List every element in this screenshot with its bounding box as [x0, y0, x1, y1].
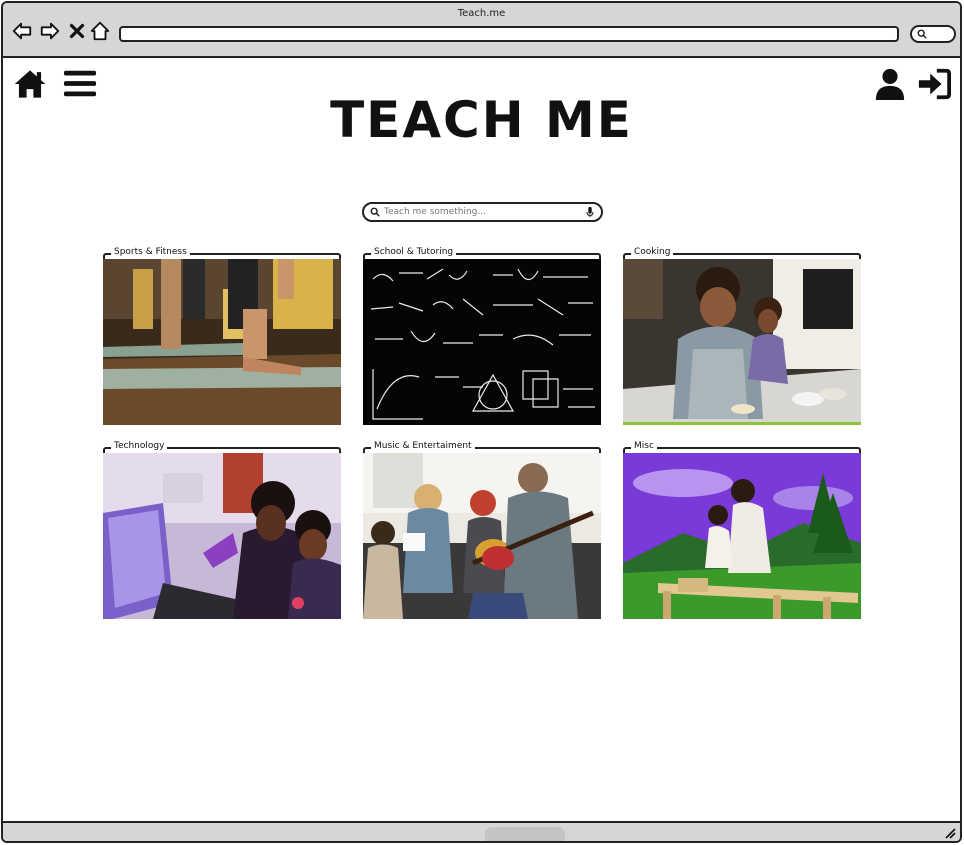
category-card-school-tutoring[interactable]: School & Tutoring [363, 247, 601, 431]
home-icon[interactable] [13, 67, 47, 101]
category-card-technology[interactable]: Technology [103, 441, 341, 625]
category-card-music-entertainment[interactable]: Music & Entertaiment [363, 441, 601, 625]
card-label: Music & Entertaiment [371, 441, 475, 451]
category-card-sports-fitness[interactable]: Sports & Fitness [103, 247, 341, 431]
window-title: Teach.me [457, 8, 506, 19]
technology-image[interactable] [103, 453, 341, 619]
search-input[interactable] [380, 205, 585, 219]
horizontal-scrollbar[interactable] [485, 827, 565, 841]
card-label: Cooking [631, 247, 674, 257]
user-icon[interactable] [873, 67, 907, 101]
address-bar[interactable] [119, 26, 899, 42]
cooking-image[interactable] [623, 259, 861, 425]
search-icon [370, 207, 380, 217]
browser-statusbar [3, 821, 960, 841]
back-arrow-icon[interactable] [11, 20, 33, 42]
resize-grip-icon[interactable] [944, 827, 956, 839]
card-label: Misc [631, 441, 657, 451]
card-label: School & Tutoring [371, 247, 457, 257]
card-label: Technology [111, 441, 168, 451]
browser-home-icon[interactable] [89, 20, 111, 42]
sports-fitness-image[interactable] [103, 259, 341, 425]
forward-arrow-icon[interactable] [39, 20, 61, 42]
teach-search-bar[interactable] [362, 202, 603, 222]
browser-titlebar: Teach.me [3, 3, 960, 58]
category-card-cooking[interactable]: Cooking [623, 247, 861, 431]
card-label: Sports & Fitness [111, 247, 190, 257]
page-title: TEACH ME [330, 91, 633, 149]
hamburger-menu-icon[interactable] [63, 67, 97, 101]
browser-search-field[interactable] [910, 25, 956, 43]
sign-in-icon[interactable] [917, 67, 951, 101]
misc-image[interactable] [623, 453, 861, 619]
microphone-icon[interactable] [585, 206, 595, 218]
category-card-misc[interactable]: Misc [623, 441, 861, 625]
stop-x-icon[interactable] [66, 20, 88, 42]
music-entertainment-image[interactable] [363, 453, 601, 619]
school-tutoring-image[interactable] [363, 259, 601, 425]
search-icon [917, 29, 927, 39]
